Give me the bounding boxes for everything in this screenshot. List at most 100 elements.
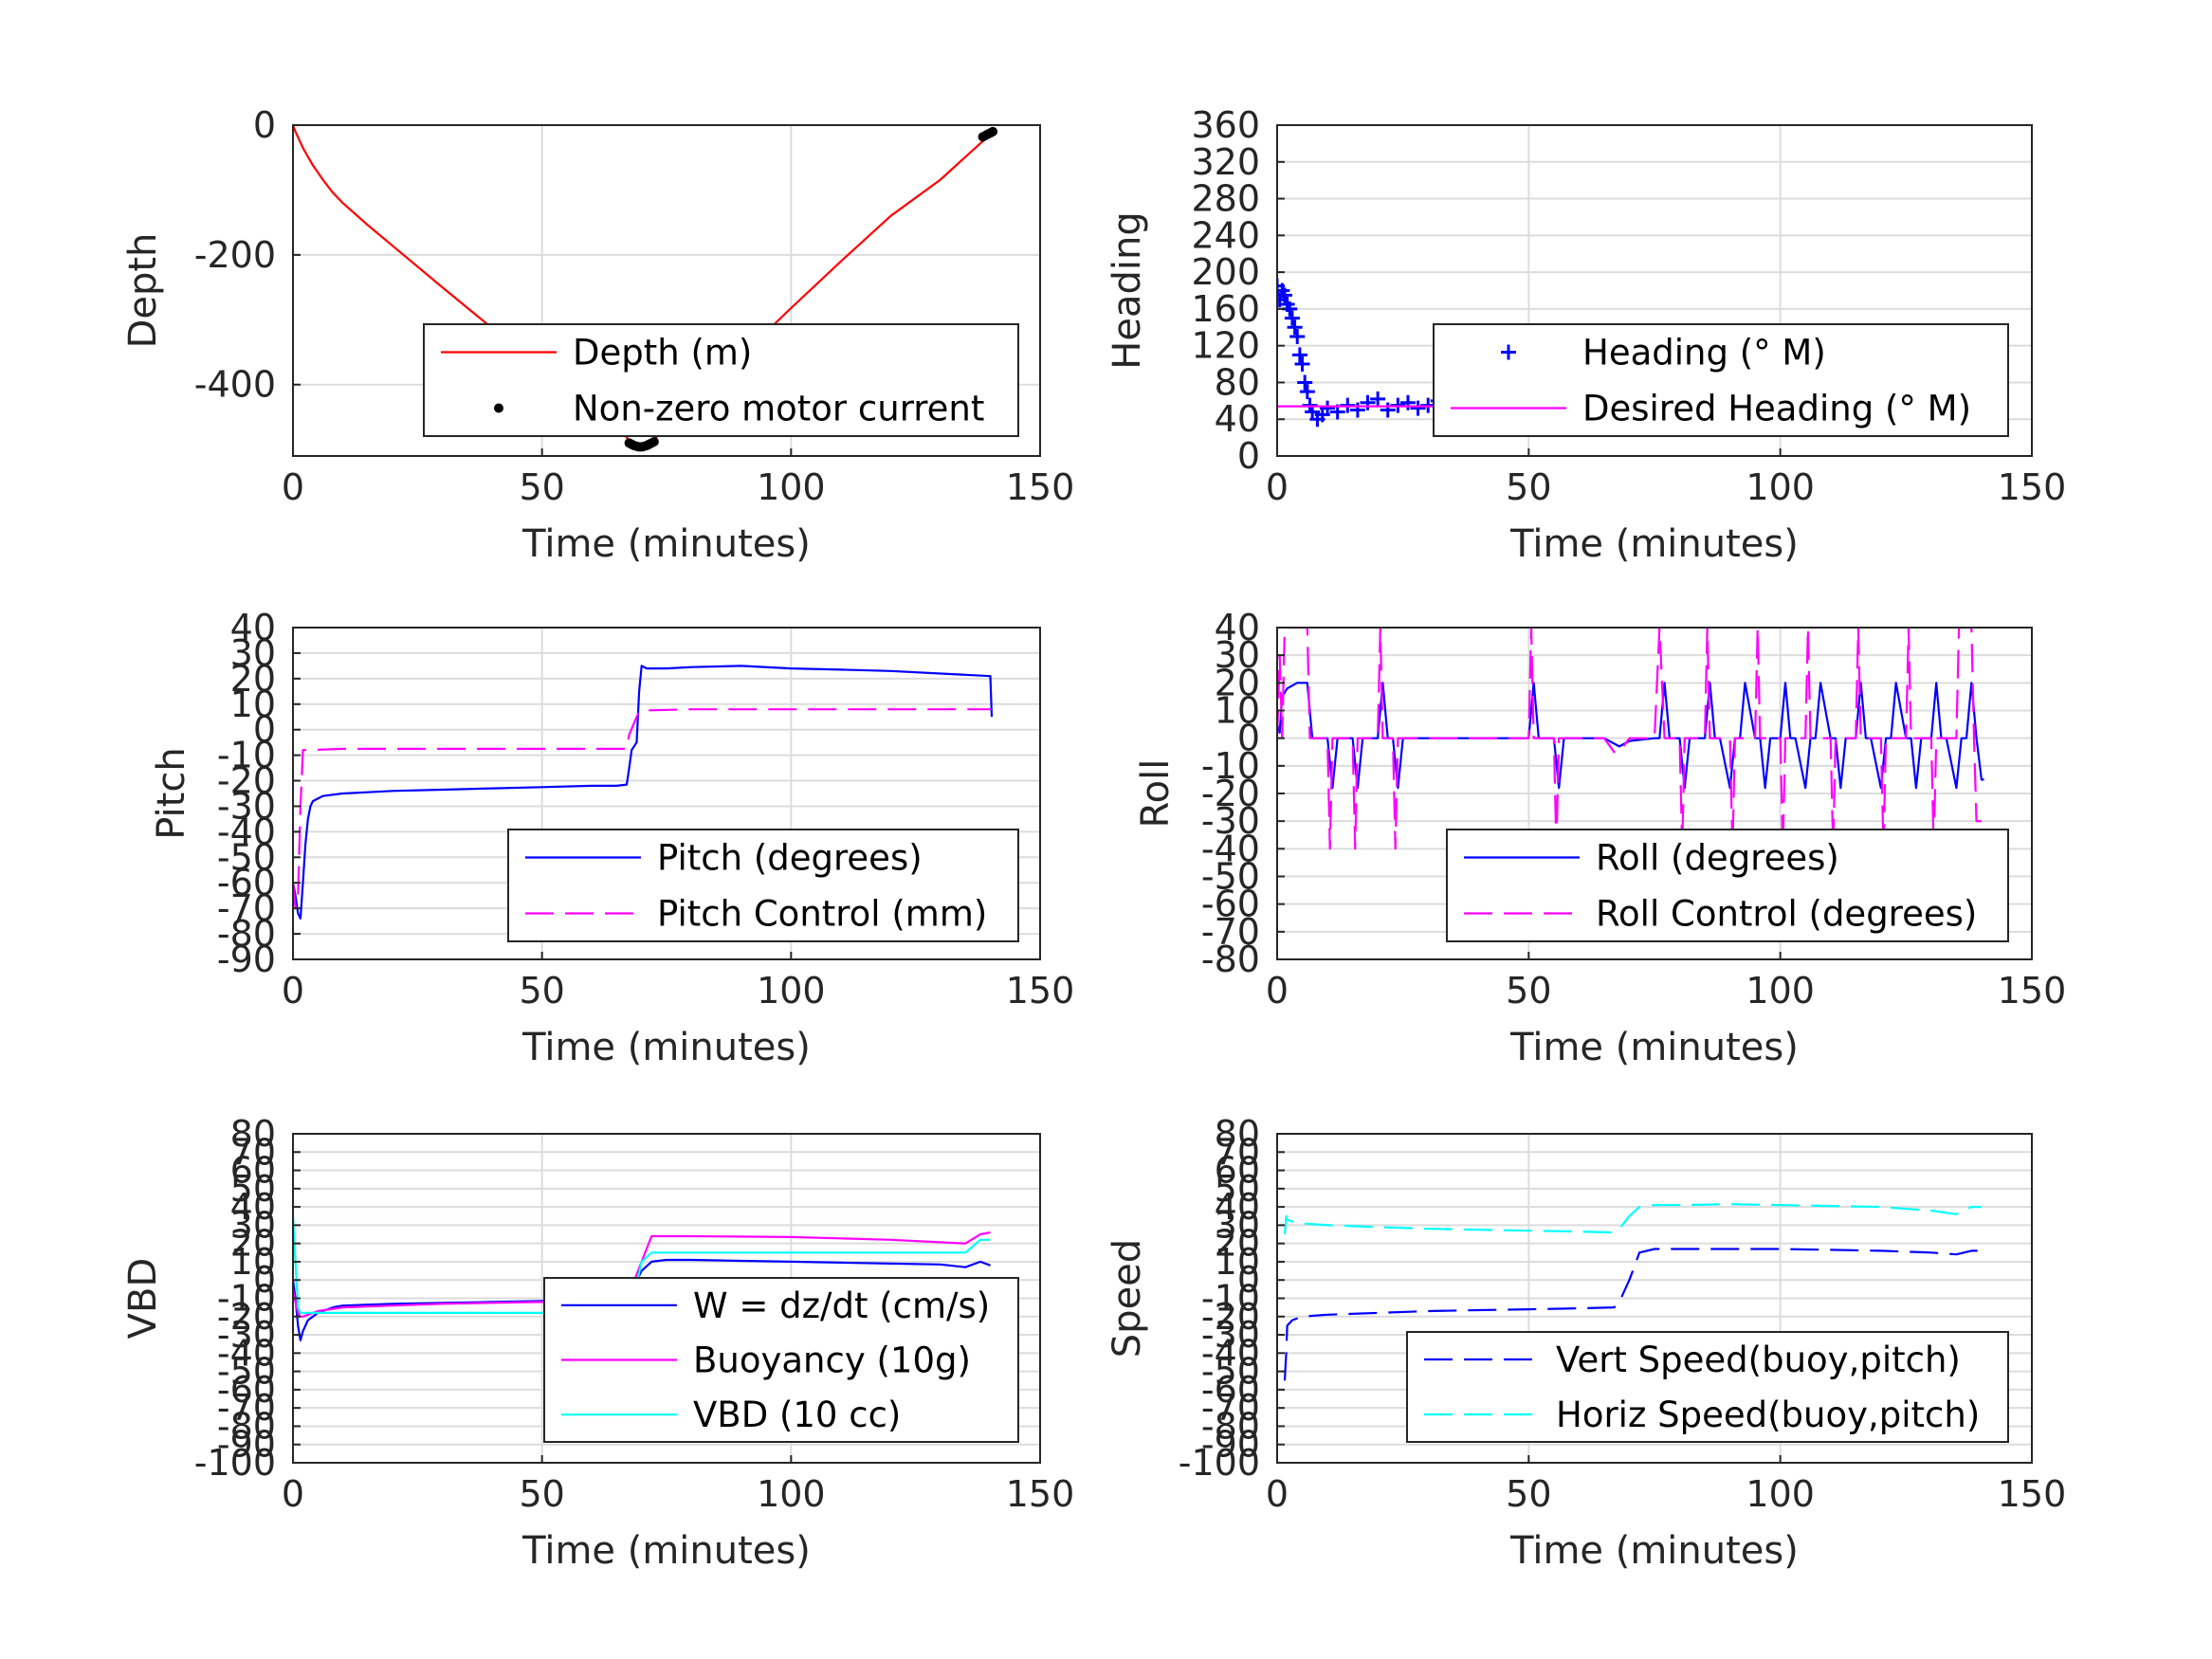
heading-xlabel: Time (minutes) <box>1509 522 1799 566</box>
heading-ytick-label: 40 <box>1215 398 1260 440</box>
pitch-ytick-label: -80 <box>217 913 276 955</box>
pitch-legend-label-1: Pitch Control (mm) <box>657 894 987 935</box>
pitch-series-1-line <box>293 708 991 910</box>
vbd-ytick-label: 20 <box>230 1223 276 1265</box>
heading-xtick-label: 100 <box>1746 466 1815 508</box>
pitch-ytick-label: 10 <box>230 684 276 725</box>
speed-ytick-label: 60 <box>1215 1150 1260 1192</box>
roll-xtick-label: 50 <box>1506 970 1551 1012</box>
vbd-ytick-label: -40 <box>217 1332 276 1374</box>
pitch-ytick-label: -90 <box>217 939 276 980</box>
depth-series-1-point <box>988 126 998 137</box>
speed-ytick-label: 10 <box>1215 1241 1260 1283</box>
roll-legend-label-0: Roll (degrees) <box>1596 838 1839 879</box>
roll-ytick-label: -80 <box>1201 939 1260 980</box>
vbd-xtick-label: 100 <box>757 1473 826 1515</box>
speed-ytick-label: -10 <box>1201 1278 1260 1320</box>
pitch-legend: Pitch (degrees) Pitch Control (mm) <box>507 829 1019 942</box>
depth-xlabel: Time (minutes) <box>521 522 811 566</box>
heading-ylabel: Heading <box>1106 211 1149 369</box>
speed-ytick-label: 70 <box>1215 1131 1260 1173</box>
speed-xtick-label: 0 <box>1266 1473 1289 1515</box>
speed-ytick-label: 50 <box>1215 1168 1260 1210</box>
pitch-ytick-label: 0 <box>253 709 276 751</box>
heading-series-0-point <box>1410 400 1426 416</box>
pitch-ytick-label: -70 <box>217 887 276 929</box>
depth-axes-frame <box>292 124 1041 457</box>
heading-legend-box <box>1433 323 2009 437</box>
heading-series-0-point <box>1360 394 1376 410</box>
depth-series-1-point <box>649 436 659 447</box>
speed-ytick-label: 20 <box>1215 1223 1260 1265</box>
vbd-legend-label-1: Buoyancy (10g) <box>693 1340 971 1381</box>
heading-ytick-label: 80 <box>1215 361 1260 403</box>
speed-xtick-label: 100 <box>1746 1473 1815 1515</box>
depth-legend-label-0: Depth (m) <box>573 333 752 374</box>
speed-ytick-label: 30 <box>1215 1204 1260 1246</box>
roll-legend: Roll (degrees) Roll Control (degrees) <box>1446 829 2009 942</box>
pitch-legend-box <box>507 829 1019 942</box>
heading-ytick-label: 280 <box>1191 178 1260 220</box>
depth-xtick-label: 150 <box>1006 466 1075 508</box>
speed-ytick-label: -100 <box>1179 1442 1260 1484</box>
speed-ytick-label: -40 <box>1201 1332 1260 1374</box>
heading-series-0-point <box>1291 347 1307 363</box>
depth-ylabel: Depth <box>121 233 165 349</box>
depth-legend-box <box>423 323 1019 437</box>
speed-panel: 0 50 100 15080706050403020100-10-20-30-40-5… <box>1106 1113 2066 1573</box>
speed-legend-box <box>1406 1331 2009 1443</box>
roll-legend-box <box>1446 829 2009 942</box>
vbd-ytick-label: -100 <box>194 1442 276 1484</box>
depth-panel: 0 50 100 150 0 -200 -400 Time (minutes) Depth Dep… <box>121 104 1074 566</box>
vbd-ytick-label: 50 <box>230 1168 276 1210</box>
heading-legend-swatch-0 <box>1501 344 1516 360</box>
speed-ytick-label: -80 <box>1201 1405 1260 1447</box>
vbd-ytick-label: 40 <box>230 1186 276 1228</box>
pitch-ytick-label: -40 <box>217 811 276 852</box>
vbd-ytick-label: 60 <box>230 1150 276 1192</box>
vbd-ytick-label: 70 <box>230 1131 276 1173</box>
heading-series-0-point <box>1287 319 1303 336</box>
pitch-series-group <box>293 665 994 921</box>
heading-ytick-label: 360 <box>1191 104 1260 146</box>
roll-xtick-label: 100 <box>1746 970 1815 1012</box>
pitch-xtick-label: 150 <box>1006 970 1075 1012</box>
heading-series-0-point <box>1380 402 1396 418</box>
depth-legend-swatch-1 <box>494 403 503 413</box>
depth-xtick-label: 100 <box>757 466 826 508</box>
roll-xtick-label: 150 <box>1998 970 2067 1012</box>
heading-legend-label-1: Desired Heading (° M) <box>1582 389 1971 429</box>
pitch-series-0-line <box>293 665 994 921</box>
speed-ytick-label: -60 <box>1201 1369 1260 1411</box>
vbd-ytick-label: -50 <box>217 1351 276 1393</box>
pitch-axes-frame <box>292 627 1041 960</box>
heading-ytick-label: 200 <box>1191 251 1260 293</box>
speed-ytick-label: 0 <box>1237 1259 1260 1301</box>
vbd-xtick-label: 50 <box>519 1473 564 1515</box>
pitch-ytick-label: -50 <box>217 836 276 878</box>
pitch-ytick-label: 20 <box>230 658 276 700</box>
roll-xlabel: Time (minutes) <box>1509 1026 1799 1069</box>
vbd-xlabel: Time (minutes) <box>521 1529 811 1573</box>
roll-ylabel: Roll <box>1134 759 1178 829</box>
roll-series-0-line <box>1277 682 1984 790</box>
heading-series-0-point <box>1284 310 1300 326</box>
vbd-legend: W = dz/dt (cm/s) Buoyancy (10g) VBD (10 cc… <box>543 1277 1019 1443</box>
heading-series-0-point <box>1297 374 1313 391</box>
vbd-legend-label-0: W = dz/dt (cm/s) <box>693 1285 990 1326</box>
depth-xtick-label: 0 <box>282 466 304 508</box>
depth-xtick-label: 50 <box>519 466 564 508</box>
vbd-ytick-label: 30 <box>230 1204 276 1246</box>
roll-series-1-line <box>1277 628 1982 850</box>
speed-ylabel: Speed <box>1106 1239 1149 1358</box>
vbd-panel: 0 50 100 15080706050403020100-10-20-30-40-5… <box>121 1113 1074 1573</box>
roll-panel: 0 50 100 150403020100-10-20-30-40-50-60-70-… <box>1134 607 2066 1069</box>
speed-ytick-label: -50 <box>1201 1351 1260 1393</box>
speed-ytick-label: -90 <box>1201 1424 1260 1466</box>
heading-series-0-point <box>1349 402 1365 418</box>
vbd-series-1-line <box>293 1231 991 1318</box>
pitch-ytick-label: 30 <box>230 632 276 674</box>
heading-series-0-point <box>1289 328 1306 344</box>
